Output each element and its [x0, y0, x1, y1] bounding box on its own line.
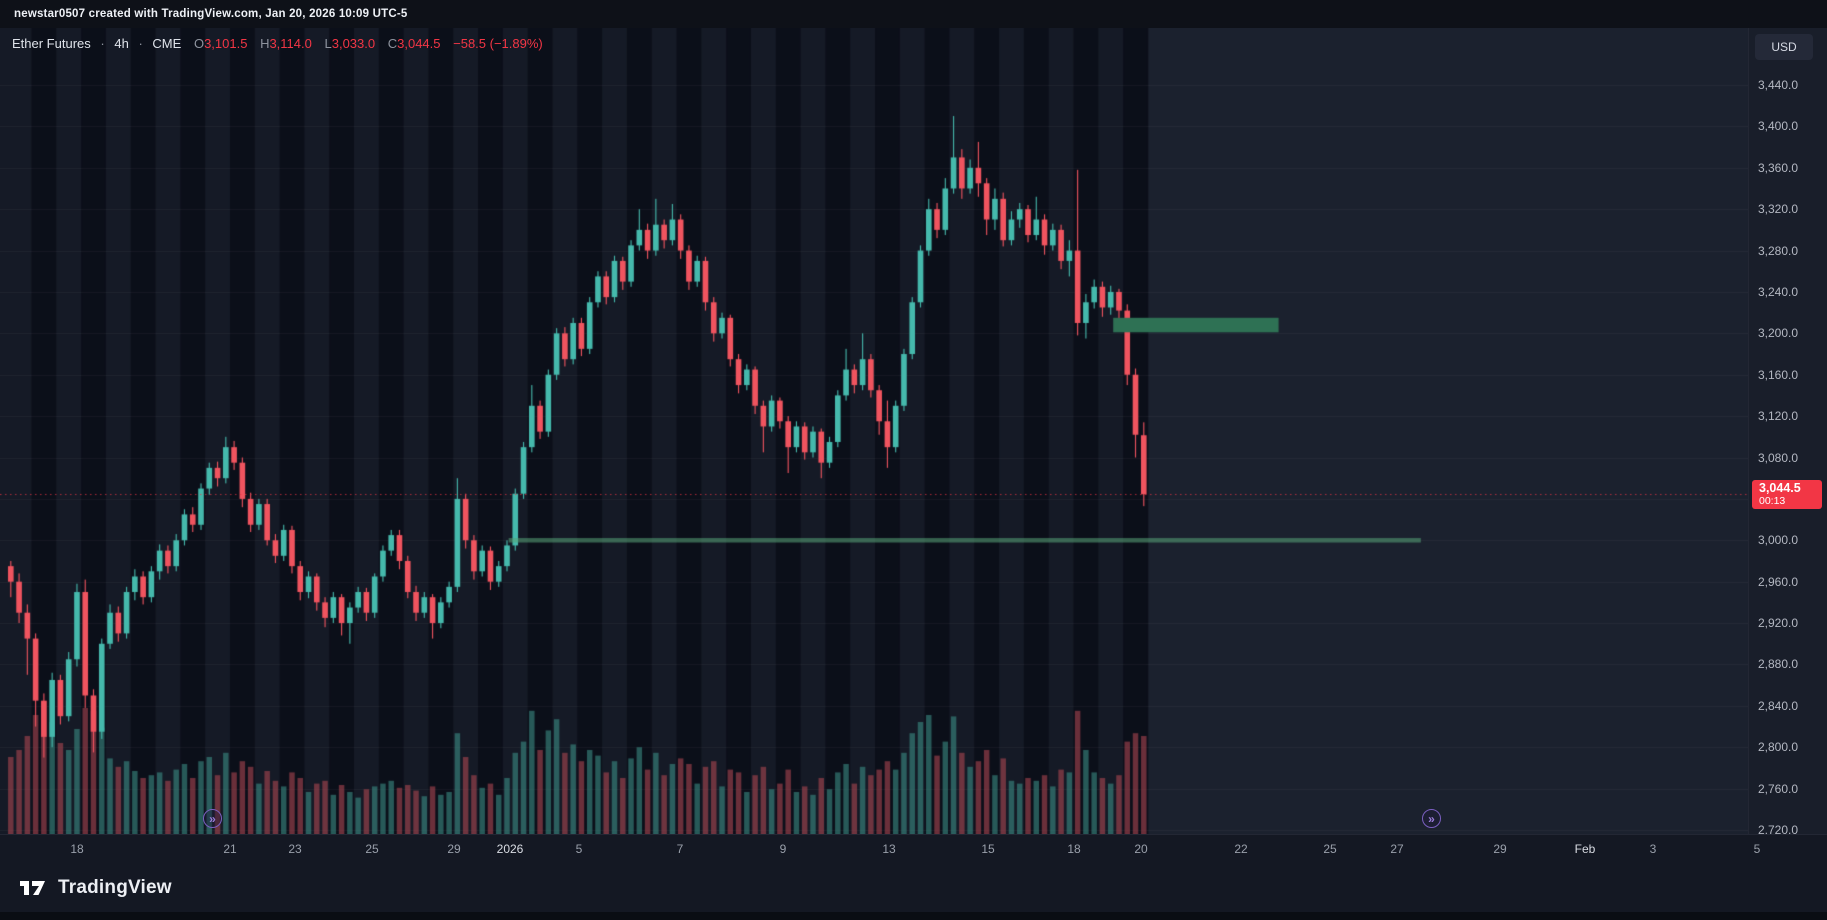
- ohlc-value: 3,101.5: [204, 36, 248, 51]
- time-label: 5: [575, 842, 583, 856]
- price-tick-label: 3,200.0: [1758, 326, 1799, 341]
- price-tick-label: 3,160.0: [1758, 367, 1799, 382]
- separator-dot: ·: [138, 36, 143, 51]
- price-tick-label: 2,920.0: [1758, 616, 1799, 631]
- price-tick-label: 3,440.0: [1758, 78, 1799, 92]
- time-axis[interactable]: 18 21 23 25 29 2026 5 7 9 13 15 18 20 22 25 27 29 Feb 3 5: [0, 834, 1827, 864]
- time-label: 2026: [496, 842, 524, 856]
- price-tick-label: 3,400.0: [1758, 119, 1799, 134]
- ohlc-label: C: [387, 36, 398, 51]
- price-tick-label: 3,000.0: [1758, 533, 1799, 548]
- price-tick-label: 3,080.0: [1758, 450, 1799, 465]
- price-tick-label: 2,720.0: [1758, 823, 1799, 837]
- exchange-label: CME: [152, 36, 182, 51]
- time-label: 25: [365, 842, 379, 856]
- time-label: 3: [1649, 842, 1657, 856]
- ohlc-readout: O3,101.5 H3,114.0 L3,033.0 C3,044.5: [185, 36, 444, 51]
- price-tick-label: 3,360.0: [1758, 160, 1799, 175]
- ohlc-label: H: [260, 36, 270, 51]
- separator-dot: ·: [100, 36, 105, 51]
- time-label: 15: [981, 842, 995, 856]
- price-tick-label: 3,320.0: [1758, 202, 1799, 217]
- price-tick-label: 2,760.0: [1758, 781, 1799, 796]
- price-tick-label: 2,840.0: [1758, 698, 1799, 713]
- time-label: 18: [70, 842, 84, 856]
- time-label: 18: [1067, 842, 1081, 856]
- legend[interactable]: Ether Futures · 4h · CME O3,101.5 H3,114…: [12, 36, 543, 51]
- time-label: 22: [1234, 842, 1248, 856]
- time-label: 13: [882, 842, 896, 856]
- tradingview-logo-text[interactable]: TradingView: [58, 877, 172, 898]
- time-label: 27: [1390, 842, 1404, 856]
- last-price-value: 3,044.5: [1759, 481, 1801, 496]
- price-tick-label: 2,800.0: [1758, 740, 1799, 755]
- price-tick-label: 2,880.0: [1758, 657, 1799, 672]
- bottom-strip: [0, 912, 1827, 920]
- price-tick-label: 3,240.0: [1758, 284, 1799, 299]
- change-readout: −58.5 (−1.89%): [453, 36, 543, 51]
- chart-area: Ether Futures · 4h · CME O3,101.5 H3,114…: [0, 28, 1827, 837]
- ohlc-value: 3,033.0: [331, 36, 376, 51]
- time-label: 7: [676, 842, 684, 856]
- currency-button[interactable]: USD: [1755, 34, 1813, 60]
- ohlc-value: 3,114.0: [269, 36, 312, 51]
- time-label: 23: [288, 842, 302, 856]
- price-tick-label: 3,280.0: [1758, 243, 1799, 258]
- time-label: Feb: [1574, 842, 1596, 856]
- symbol-title[interactable]: Ether Futures: [12, 36, 91, 51]
- time-label: 29: [1493, 842, 1507, 856]
- ohlc-label: L: [324, 36, 332, 51]
- time-label: 9: [779, 842, 787, 856]
- ohlc-label: O: [193, 36, 205, 51]
- go-to-realtime-icon[interactable]: »: [1422, 809, 1441, 828]
- ohlc-value: 3,044.5: [397, 36, 441, 51]
- attribution-bar: newstar0507 created with TradingView.com…: [0, 0, 1827, 28]
- last-price-label: 3,044.5 00:13: [1752, 480, 1822, 510]
- candlestick-chart[interactable]: [0, 28, 1748, 834]
- replay-fast-forward-icon[interactable]: »: [203, 809, 222, 828]
- price-axis[interactable]: USD 3,044.5 00:13 3,440.0 3,400.0 3,360.0 3…: [1748, 28, 1827, 837]
- bar-close-countdown: 00:13: [1759, 495, 1786, 508]
- time-label: 29: [447, 842, 461, 856]
- time-label: 25: [1323, 842, 1337, 856]
- time-label: 20: [1134, 842, 1148, 856]
- interval-label[interactable]: 4h: [114, 36, 129, 51]
- tradingview-logo-icon[interactable]: [18, 876, 48, 900]
- price-tick-label: 2,960.0: [1758, 574, 1799, 589]
- attribution-text: newstar0507 created with TradingView.com…: [14, 8, 408, 20]
- bottom-bar: TradingView: [0, 864, 1827, 912]
- price-tick-label: 3,120.0: [1758, 409, 1799, 424]
- time-label: 5: [1753, 842, 1761, 856]
- time-label: 21: [223, 842, 237, 856]
